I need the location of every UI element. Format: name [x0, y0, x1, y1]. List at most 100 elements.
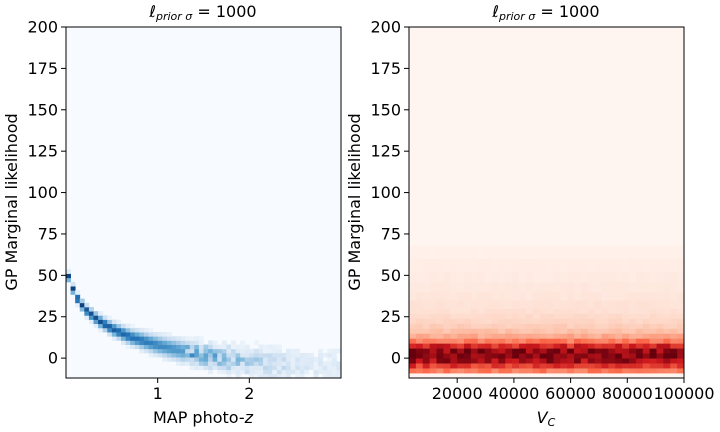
right-heatmap-cell [436, 358, 444, 364]
left-heatmap-cell [162, 357, 168, 362]
right-heatmap-cell [615, 245, 623, 260]
right-heatmap-cell [587, 300, 596, 309]
right-heatmap-cell [608, 358, 616, 364]
left-heatmap-cell [162, 348, 168, 354]
right-heatmap-cell [608, 245, 616, 260]
right-heatmap-cell [587, 328, 596, 334]
left-heatmap-cell [107, 319, 113, 325]
left-panel: ℓprior σ = 1000 0 25 50 75 100 125 150 175 200 1… [2, 2, 342, 427]
right-heatmap-cell [580, 313, 589, 319]
right-heatmap-cell [539, 368, 547, 374]
right-xlabel: VC [537, 408, 556, 429]
left-heatmap-cell [75, 294, 81, 300]
left-heatmap-cell [276, 352, 282, 358]
right-heatmap-cell [525, 313, 534, 319]
right-heatmap-cell [512, 328, 520, 334]
right-heatmap-cell [470, 338, 479, 344]
left-heatmap-cell [208, 344, 214, 350]
right-heatmap-cell [457, 300, 465, 309]
left-heatmap-cell [203, 344, 209, 350]
right-heatmap-cell [663, 313, 671, 319]
right-heatmap-cell [587, 291, 596, 301]
right-ylabel: GP Marginal likelihood [345, 113, 364, 290]
right-heatmap-cell [615, 328, 623, 334]
left-heatmap-cell [102, 323, 108, 329]
left-heatmap-cell [194, 344, 200, 350]
right-heatmap-cell [553, 318, 561, 324]
right-heatmap-cell [519, 333, 527, 339]
left-heatmap-cell [226, 361, 232, 366]
left-heatmap-cell [130, 336, 136, 341]
right-heatmap-cell [470, 300, 479, 309]
right-heatmap-cell [567, 272, 575, 283]
left-heatmap-cell [212, 348, 218, 354]
left-heatmap-cell [235, 365, 241, 371]
right-heatmap-cell [409, 368, 417, 374]
right-heatmap-cell [629, 313, 637, 319]
right-heatmap-cell [457, 272, 465, 283]
left-heatmap-cell [171, 348, 177, 354]
right-heatmap-cell [422, 348, 431, 354]
right-heatmap-cell [450, 343, 458, 349]
right-heatmap-cell [670, 291, 678, 301]
right-heatmap-cell [560, 348, 568, 354]
left-heatmap-cell [267, 348, 273, 354]
right-heatmap-cell [450, 258, 458, 273]
left-heatmap-cell [153, 344, 159, 350]
right-heatmap-cell [656, 300, 664, 309]
left-heatmap-cell [143, 327, 149, 333]
left-heatmap-cell [121, 327, 126, 333]
right-heatmap-cell [622, 291, 630, 301]
left-heatmap-cell [336, 373, 341, 378]
right-heatmap-cell [450, 300, 458, 309]
right-heatmap-cell [649, 343, 657, 349]
left-heatmap-cell [185, 352, 191, 358]
left-heatmap-cell [226, 365, 232, 371]
left-heatmap-cell [189, 357, 195, 362]
left-heatmap-cell [221, 352, 227, 358]
right-heatmap-cell [629, 291, 637, 301]
left-heatmap-cell [217, 352, 223, 358]
right-heatmap-cell [532, 353, 541, 359]
right-ytick-label: 25 [381, 307, 401, 326]
right-heatmap-cell [525, 323, 534, 329]
right-heatmap-cell [484, 348, 492, 354]
left-heatmap-cell [258, 344, 264, 350]
left-heatmap-cell [281, 361, 287, 366]
right-heatmap-cell [663, 343, 671, 349]
left-ytick-label: 175 [27, 59, 58, 78]
right-heatmap-cell [649, 318, 657, 324]
left-heatmap-cell [98, 319, 104, 325]
left-heatmap-cell [125, 332, 131, 337]
right-heatmap-cell [615, 258, 623, 273]
right-heatmap-cell [470, 323, 479, 329]
left-heatmap-cell [189, 361, 195, 366]
left-heatmap-cell [153, 348, 159, 354]
right-heatmap-cell [663, 353, 671, 359]
right-heatmap-cell [567, 308, 575, 314]
right-heatmap-cell [477, 363, 486, 369]
left-heatmap-cell [253, 340, 259, 345]
right-heatmap-cell [512, 318, 520, 324]
left-heatmap-cell [189, 365, 195, 371]
right-heatmap-cell [594, 300, 602, 309]
right-heatmap-cell [656, 318, 664, 324]
left-heatmap-cell [304, 361, 310, 366]
right-xticks: 20000 40000 60000 80000 100000 [432, 378, 715, 403]
right-heatmap-cell [539, 258, 547, 273]
left-heatmap-cell [79, 302, 85, 308]
left-heatmap-cell [221, 365, 227, 371]
right-heatmap-cell [512, 245, 520, 260]
right-heatmap-cell [615, 291, 623, 301]
right-ytick-label: 50 [381, 266, 401, 285]
left-axes-frame [65, 26, 342, 379]
right-heatmap-cell [505, 333, 513, 339]
left-heatmap-cell [318, 361, 324, 366]
left-heatmap-cell [304, 352, 310, 358]
right-heatmap-cell [525, 291, 534, 301]
left-heatmap-cell [318, 357, 324, 362]
right-heatmap-cell [539, 363, 547, 369]
left-heatmap-cell [336, 348, 341, 354]
right-heatmap-cell [532, 338, 541, 344]
right-heatmap-cell [415, 328, 424, 334]
